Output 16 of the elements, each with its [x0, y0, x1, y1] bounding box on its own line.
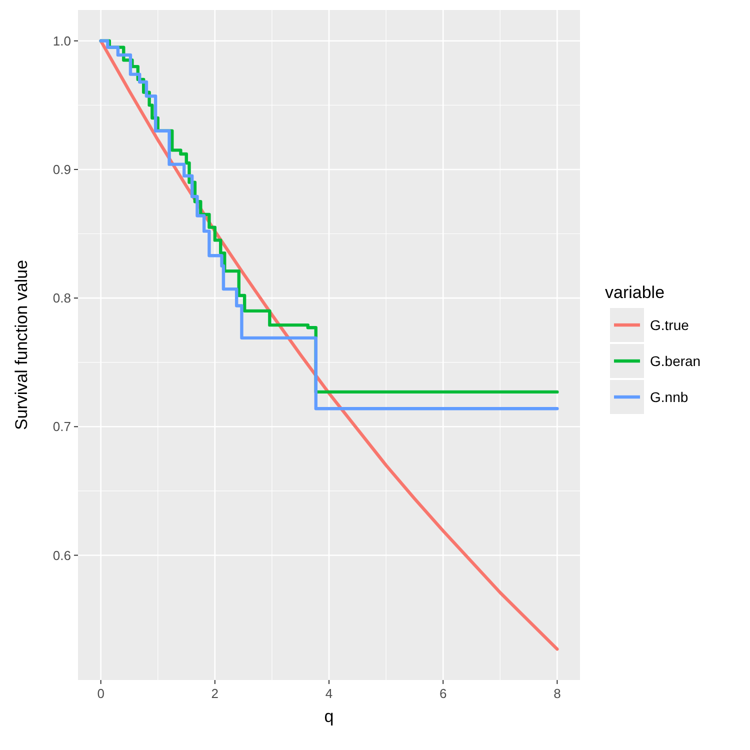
- y-tick-label: 0.6: [52, 548, 71, 563]
- y-axis-title: Survival function value: [12, 260, 31, 430]
- y-tick-label: 0.8: [52, 290, 71, 306]
- y-tick-label: 0.9: [52, 162, 71, 177]
- x-tick-label: 4: [325, 686, 333, 701]
- x-tick-label: 2: [211, 686, 219, 701]
- legend-label: G.beran: [650, 353, 701, 369]
- legend-title: variable: [605, 283, 665, 302]
- legend-label: G.true: [650, 317, 690, 333]
- x-axis-title: q: [324, 707, 334, 726]
- legend-label: G.nnb: [650, 389, 688, 405]
- x-tick-label: 0: [97, 686, 104, 701]
- x-tick-label: 6: [439, 686, 447, 701]
- y-tick-label: 0.7: [52, 419, 71, 434]
- y-tick-label: 1.0: [52, 33, 71, 48]
- x-tick-label: 8: [554, 686, 561, 701]
